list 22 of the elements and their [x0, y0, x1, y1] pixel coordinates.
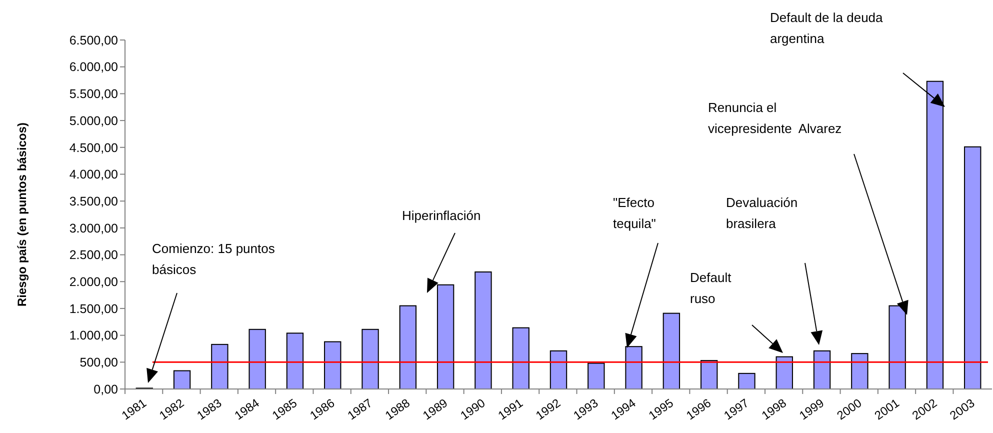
- annotation: Renuncia el vicepresidente Alvarez: [708, 100, 842, 136]
- y-tick-label: 6.500,00: [69, 33, 118, 48]
- y-tick-label: 4.500,00: [69, 140, 118, 155]
- annotation: Comienzo: 15 puntos básicos: [152, 240, 276, 277]
- y-tick-label: 5.500,00: [69, 87, 118, 102]
- y-tick-label: 500,00: [80, 356, 118, 370]
- y-tick-label: 2.500,00: [69, 248, 118, 262]
- annotation: Hiperinflación: [402, 208, 481, 223]
- y-tick-label: 2.000,00: [69, 274, 118, 289]
- y-tick-label: 1.500,00: [69, 302, 118, 316]
- annotation: Default de la deuda argentina: [770, 10, 884, 46]
- y-tick-label: 4.000,00: [69, 168, 118, 182]
- y-tick-label: 0,00: [94, 382, 118, 396]
- y-axis-title: Riesgo país (en puntos básicos): [15, 122, 29, 307]
- y-tick-label: 3.000,00: [69, 221, 118, 236]
- y-tick-label: 6.000,00: [69, 60, 118, 74]
- y-tick-label: 1.000,00: [69, 328, 118, 343]
- y-tick-label: 5.000,00: [69, 114, 118, 128]
- annotation: Default ruso: [690, 270, 732, 306]
- y-tick-label: 3.500,00: [69, 194, 118, 208]
- annotation: "Efecto tequila": [613, 194, 656, 231]
- annotation: Devaluación brasilera: [726, 194, 798, 231]
